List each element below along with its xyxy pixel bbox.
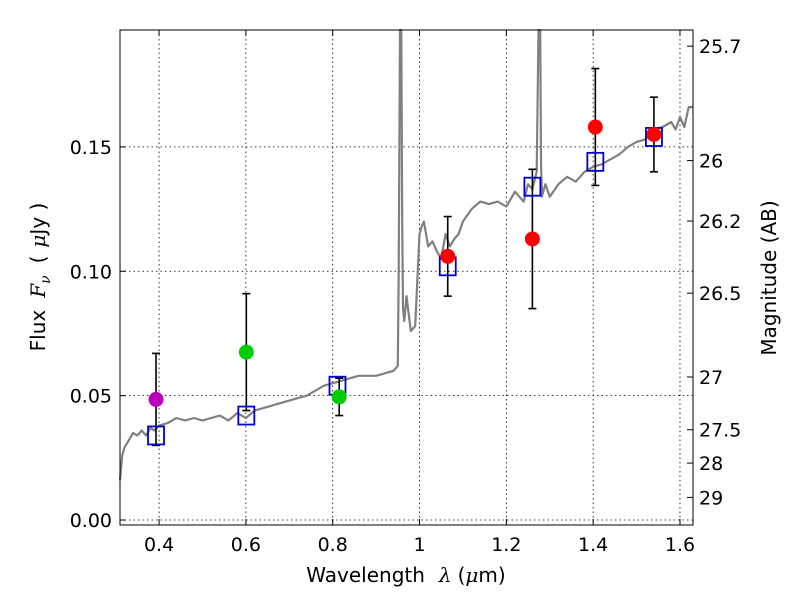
y2-tick-label: 26.5 (699, 283, 741, 305)
x-tick-label: 1.2 (491, 534, 521, 556)
y2-tick-label: 27.5 (699, 420, 741, 442)
spectrum-layer (118, 28, 693, 481)
observed-point (524, 231, 540, 247)
y2-tick-label: 26.2 (699, 211, 741, 233)
x-tick-label: 0.8 (318, 534, 348, 556)
y-tick-label: 0.00 (70, 510, 112, 532)
y2-tick-label: 26 (699, 151, 723, 173)
model-photometry-square (237, 405, 256, 426)
x-axis: 0.4 0.6 0.8 1 1.2 1.4 1.6 (144, 30, 695, 556)
y-tick-label: 0.10 (70, 261, 112, 283)
y2-tick-label: 29 (699, 487, 723, 509)
x-tick-label: 1 (413, 534, 425, 556)
y-tick-label: 0.15 (70, 137, 112, 159)
observed-point (238, 344, 254, 360)
y2-tick-label: 25.7 (699, 36, 741, 58)
grid (120, 30, 693, 525)
points-layer (147, 67, 663, 447)
observed-point (440, 248, 456, 264)
x-axis-label: Wavelength λ (μm) (306, 563, 505, 587)
y2-axis: 25.7 26 26.2 26.5 27 27.5 28 29 (687, 36, 741, 509)
model-photometry-square (586, 151, 605, 172)
x-tick-label: 0.6 (231, 534, 261, 556)
observed-point (646, 126, 662, 142)
x-tick-label: 0.4 (144, 534, 174, 556)
plot-frame (119, 29, 694, 526)
model-photometry-square (147, 425, 165, 446)
y2-axis-label: Magnitude (AB) (757, 200, 781, 355)
observed-point (331, 389, 347, 405)
observed-point (148, 391, 164, 407)
y-axis: 0.00 0.05 0.10 0.15 (70, 137, 126, 532)
y-tick-label: 0.05 (70, 386, 112, 408)
x-tick-label: 1.4 (578, 534, 608, 556)
observed-point (587, 119, 603, 135)
y2-tick-label: 27 (699, 367, 723, 389)
model-photometry-square (523, 176, 542, 197)
x-tick-label: 1.6 (665, 534, 695, 556)
y2-tick-label: 28 (699, 453, 723, 475)
y-axis-label: FluxFν(μJy ) (26, 203, 54, 352)
model-spectrum-line (118, 28, 693, 481)
